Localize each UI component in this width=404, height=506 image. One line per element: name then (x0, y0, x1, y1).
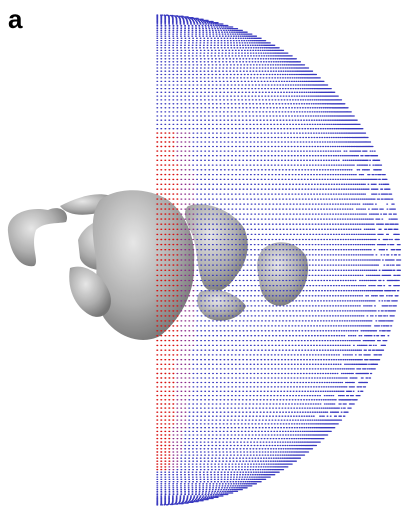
density-blob (93, 190, 194, 340)
panel-label: a (8, 4, 23, 34)
page: a (() => { const data = JSON.parse(docum… (0, 0, 404, 506)
figure-panel: a (0, 0, 404, 506)
density-blob (185, 204, 248, 291)
density-blob (8, 208, 67, 266)
